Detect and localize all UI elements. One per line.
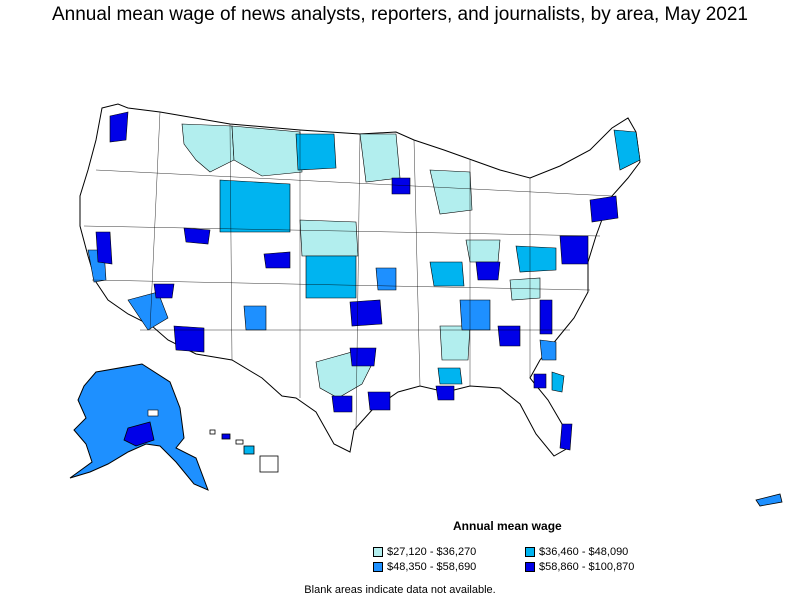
legend-swatch-band-2 [525,547,535,557]
area-boundaries [83,111,613,431]
wage-band-2-areas [219,129,641,393]
wage-band-3-areas [87,249,557,361]
legend-swatch-band-3 [373,562,383,572]
legend-label-band-2: $36,460 - $48,090 [539,546,629,558]
legend-item-band-1: $27,120 - $36,270 [373,546,476,558]
legend-swatch-band-4 [525,562,535,572]
legend-swatch-band-1 [373,547,383,557]
legend-item-band-3: $48,350 - $58,690 [373,561,476,573]
legend-label-band-4: $58,860 - $100,870 [539,561,635,573]
wage-band-4-areas [95,111,619,451]
hawaii-islands [209,429,279,473]
alaska-high-wage-area [123,421,155,447]
legend-item-band-2: $36,460 - $48,090 [525,546,628,558]
legend-label-band-1: $27,120 - $36,270 [387,546,477,558]
puerto-rico-shape [755,493,783,507]
legend-title: Annual mean wage [453,519,562,533]
alaska-island [147,409,159,417]
legend-label-band-3: $48,350 - $58,690 [387,561,477,573]
legend-item-band-4: $58,860 - $100,870 [525,561,634,573]
blank-areas-note: Blank areas indicate data not available. [304,584,496,596]
map-title: Annual mean wage of news analysts, repor… [52,4,748,25]
wage-band-1-areas [181,123,541,399]
